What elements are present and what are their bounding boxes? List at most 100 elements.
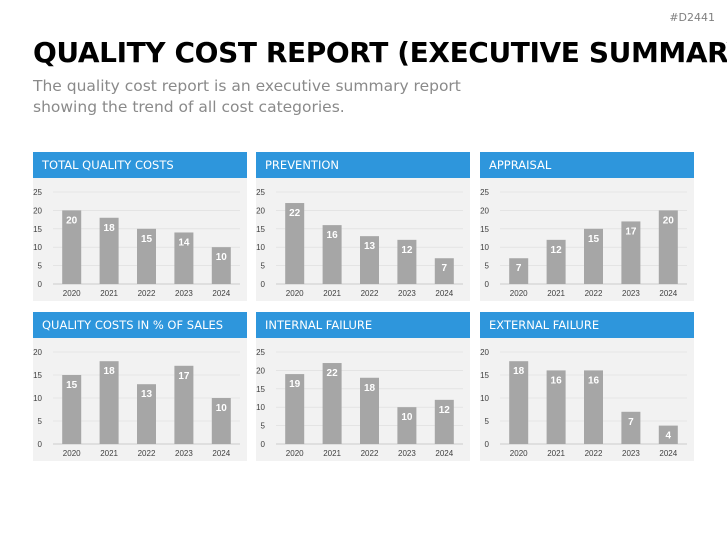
data-label: 12 <box>401 245 413 256</box>
y-tick-label: 15 <box>256 225 265 234</box>
data-label: 13 <box>141 389 153 400</box>
y-tick-label: 5 <box>261 262 266 271</box>
y-tick-label: 25 <box>33 188 42 197</box>
x-tick-label: 2024 <box>435 449 453 458</box>
chart-panel-internal-failure: INTERNAL FAILURE 0 5 10 15 20 25 19 2020 22 2021 1… <box>256 312 470 461</box>
bar-2023 <box>621 411 641 444</box>
bar-2023 <box>174 365 194 444</box>
data-label: 17 <box>178 371 190 382</box>
data-label: 7 <box>442 263 448 274</box>
bar-2022 <box>584 370 603 444</box>
x-tick-label: 2024 <box>659 289 677 298</box>
x-tick-label: 2020 <box>510 449 528 458</box>
y-tick-label: 0 <box>485 280 490 289</box>
y-tick-label: 5 <box>261 422 266 431</box>
x-tick-label: 2022 <box>138 449 156 458</box>
bar-2021 <box>99 217 119 284</box>
data-label: 12 <box>439 405 451 416</box>
y-tick-label: 15 <box>33 225 42 234</box>
data-label: 18 <box>104 223 116 234</box>
x-tick-label: 2020 <box>510 289 528 298</box>
y-tick-label: 20 <box>480 348 489 357</box>
x-tick-label: 2024 <box>212 289 230 298</box>
y-tick-label: 15 <box>480 225 489 234</box>
data-label: 22 <box>289 208 301 219</box>
x-tick-label: 2020 <box>63 449 81 458</box>
data-label: 18 <box>513 366 525 377</box>
y-tick-label: 20 <box>33 206 42 215</box>
bar-2020 <box>62 210 82 284</box>
bar-2020 <box>62 375 82 444</box>
bar-2023 <box>397 407 417 444</box>
y-tick-label: 20 <box>480 206 489 215</box>
data-label: 14 <box>178 237 190 248</box>
chart-panel-prevention: PREVENTION 0 5 10 15 20 25 22 2020 16 2021 13 2022 1… <box>256 152 470 301</box>
bar-2022 <box>137 228 156 284</box>
chart-title: EXTERNAL FAILURE <box>480 312 694 338</box>
y-tick-label: 10 <box>33 394 42 403</box>
data-label: 20 <box>663 215 675 226</box>
x-tick-label: 2022 <box>585 289 603 298</box>
x-tick-label: 2024 <box>212 449 230 458</box>
bar-2020 <box>509 258 529 284</box>
bar-2021 <box>322 225 342 284</box>
bar-2021 <box>546 370 566 444</box>
bar-2022 <box>360 236 379 284</box>
x-tick-label: 2021 <box>547 289 565 298</box>
page-subtitle: The quality cost report is an executive … <box>33 77 461 116</box>
bar-chart: 0 5 10 15 20 18 2020 16 2021 16 2022 7 2023 4 2024 <box>480 348 687 458</box>
chart-title: APPRAISAL <box>480 152 694 178</box>
y-tick-label: 20 <box>33 348 42 357</box>
y-tick-label: 10 <box>480 243 489 252</box>
data-label: 22 <box>327 368 339 379</box>
bar-2024 <box>658 425 678 444</box>
x-tick-label: 2024 <box>659 449 677 458</box>
data-label: 7 <box>516 263 522 274</box>
y-tick-label: 0 <box>38 440 43 449</box>
x-tick-label: 2022 <box>585 449 603 458</box>
page-title: QUALITY COST REPORT (EXECUTIVE SUMMARY) <box>33 36 727 69</box>
data-label: 16 <box>588 375 600 386</box>
x-tick-label: 2021 <box>323 289 341 298</box>
y-tick-label: 10 <box>480 394 489 403</box>
document-id: #D2441 <box>669 11 715 24</box>
bar-2024 <box>434 258 454 284</box>
x-tick-label: 2020 <box>286 289 304 298</box>
x-tick-label: 2022 <box>361 449 379 458</box>
chart-title: TOTAL QUALITY COSTS <box>33 152 247 178</box>
bar-2024 <box>211 247 231 284</box>
y-tick-label: 25 <box>480 188 489 197</box>
bar-2020 <box>285 374 305 444</box>
y-tick-label: 20 <box>256 366 265 375</box>
y-tick-label: 25 <box>256 348 265 357</box>
y-tick-label: 0 <box>261 440 266 449</box>
x-tick-label: 2021 <box>100 289 118 298</box>
x-tick-label: 2022 <box>138 289 156 298</box>
x-tick-label: 2023 <box>398 449 416 458</box>
y-tick-label: 20 <box>256 206 265 215</box>
data-label: 19 <box>289 379 301 390</box>
data-label: 16 <box>551 375 563 386</box>
bar-2024 <box>434 399 454 444</box>
y-tick-label: 0 <box>485 440 490 449</box>
x-tick-label: 2020 <box>286 449 304 458</box>
x-tick-label: 2021 <box>100 449 118 458</box>
bar-2020 <box>285 203 305 284</box>
chart-panel-quality-costs-percent-of-sales: QUALITY COSTS IN % OF SALES 0 5 10 15 20 15 20… <box>33 312 247 461</box>
bar-2024 <box>658 210 678 284</box>
x-tick-label: 2023 <box>622 289 640 298</box>
bar-2022 <box>137 384 156 444</box>
x-tick-label: 2024 <box>435 289 453 298</box>
y-tick-label: 5 <box>485 417 490 426</box>
data-label: 15 <box>588 234 600 245</box>
data-label: 12 <box>551 245 563 256</box>
y-tick-label: 0 <box>261 280 266 289</box>
data-label: 20 <box>66 215 78 226</box>
data-label: 15 <box>66 380 78 391</box>
x-tick-label: 2020 <box>63 289 81 298</box>
bar-2023 <box>621 221 641 284</box>
y-tick-label: 15 <box>33 371 42 380</box>
data-label: 16 <box>327 230 339 241</box>
y-tick-label: 25 <box>256 188 265 197</box>
